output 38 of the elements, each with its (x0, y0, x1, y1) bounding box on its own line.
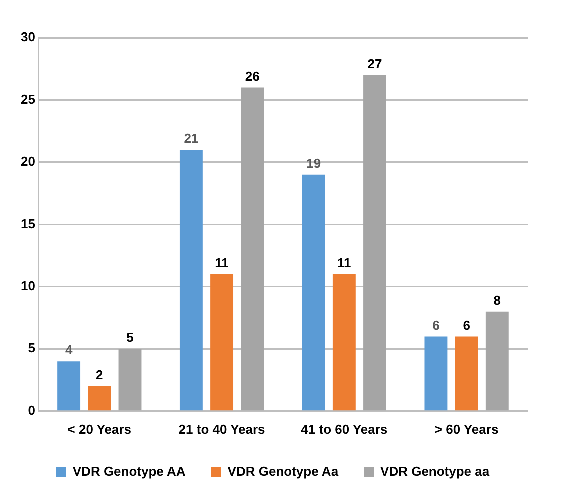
y-tick-label: 5 (28, 340, 36, 356)
x-tick-label: > 60 Years (434, 422, 499, 437)
y-tick-label: 25 (20, 92, 36, 107)
bar (88, 386, 112, 411)
y-tick-label: 15 (20, 216, 36, 232)
legend-label: VDR Genotype AA (72, 464, 186, 480)
y-tick-label: 30 (20, 30, 36, 45)
legend-label: VDR Genotype Aa (228, 464, 340, 480)
legend-label: VDR Genotype aa (380, 464, 490, 480)
y-tick-label: 20 (20, 154, 36, 170)
bar (486, 312, 509, 411)
data-label: 8 (494, 292, 502, 308)
data-label: 6 (463, 318, 470, 333)
y-tick-label: 10 (20, 278, 36, 294)
data-label: 5 (126, 330, 134, 346)
bar (180, 150, 203, 411)
bar (455, 336, 478, 411)
bar (118, 349, 142, 411)
data-label: 21 (184, 131, 199, 146)
x-tick-label: 41 to 60 Years (301, 422, 388, 437)
bar (241, 88, 264, 411)
data-label: 4 (65, 342, 74, 358)
data-label: 6 (432, 318, 440, 333)
bar (332, 274, 356, 411)
bar (424, 336, 448, 411)
x-tick-label: < 20 Years (68, 422, 132, 437)
data-label: 11 (338, 256, 352, 271)
bar (364, 75, 386, 411)
data-label: 27 (368, 56, 382, 72)
data-label: 11 (215, 256, 229, 271)
bar (58, 362, 81, 411)
x-tick-label: 21 to 40 Years (178, 422, 266, 437)
bar (302, 174, 326, 411)
data-label: 26 (245, 68, 260, 84)
bar (210, 274, 234, 411)
data-label: 2 (96, 368, 104, 383)
data-label: 19 (306, 156, 322, 171)
y-tick-label: 0 (28, 402, 36, 418)
